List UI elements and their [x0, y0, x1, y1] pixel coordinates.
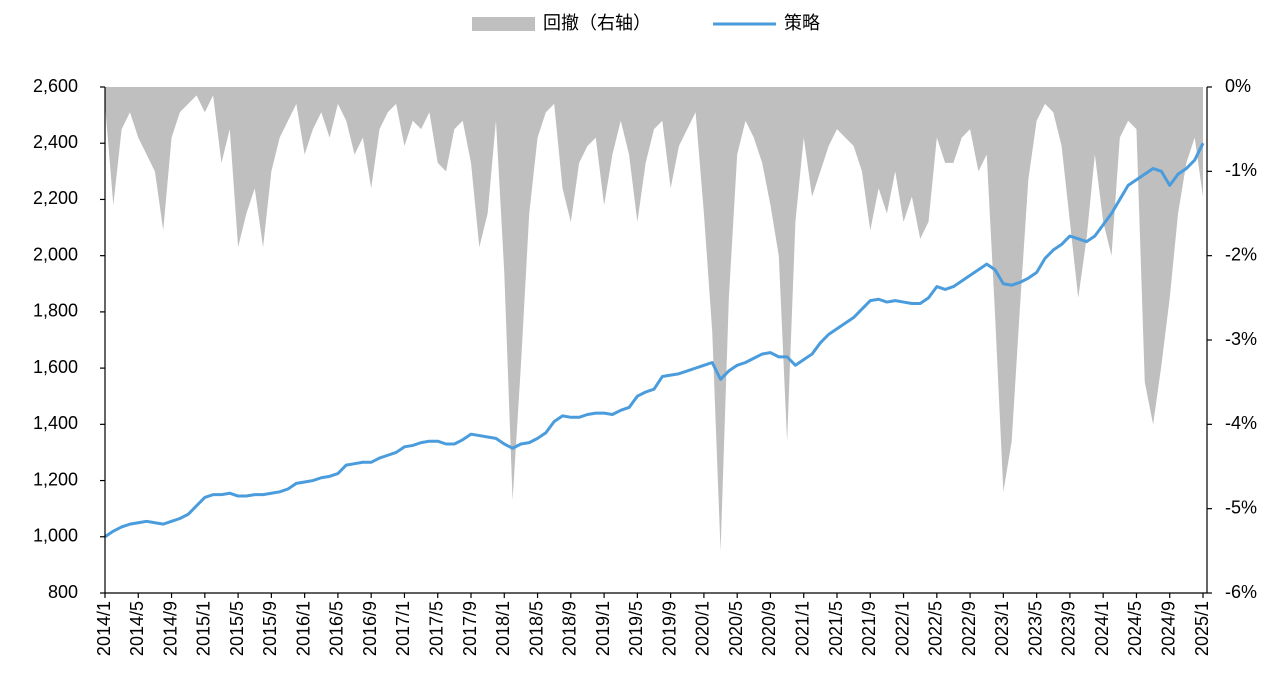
x-tick-label: 2021/9: [859, 601, 879, 656]
x-tick-label: 2022/9: [959, 601, 979, 656]
x-tick-label: 2019/5: [626, 601, 646, 656]
x-tick-label: 2017/1: [393, 601, 413, 656]
y-tick-label: 1,000: [33, 526, 78, 546]
x-tick-label: 2023/1: [992, 601, 1012, 656]
y2-tick-label: -3%: [1225, 329, 1257, 349]
x-tick-label: 2018/5: [526, 601, 546, 656]
x-tick-label: 2022/5: [926, 601, 946, 656]
x-tick-label: 2014/9: [160, 601, 180, 656]
y2-tick-label: -4%: [1225, 413, 1257, 433]
strategy-line: [104, 142, 1205, 539]
y-tick-label: 1,200: [33, 469, 78, 489]
x-tick-label: 2023/5: [1025, 601, 1045, 656]
x-tick-label: 2016/5: [327, 601, 347, 656]
x-tick-label: 2020/5: [726, 601, 746, 656]
x-tick-label: 2014/1: [94, 601, 114, 656]
x-tick-label: 2016/9: [360, 601, 380, 656]
x-tick-label: 2020/1: [693, 601, 713, 656]
x-tick-label: 2017/5: [426, 601, 446, 656]
legend-label: 策略: [784, 13, 820, 33]
x-tick-label: 2018/1: [493, 601, 513, 656]
x-tick-label: 2020/9: [759, 601, 779, 656]
y2-tick-label: -6%: [1225, 582, 1257, 602]
y-tick-label: 1,600: [33, 357, 78, 377]
x-tick-label: 2024/1: [1092, 601, 1112, 656]
y-tick-label: 1,800: [33, 301, 78, 321]
y2-tick-label: -2%: [1225, 244, 1257, 264]
y2-tick-label: -5%: [1225, 497, 1257, 517]
y-tick-label: 800: [48, 582, 78, 602]
x-tick-label: 2019/9: [659, 601, 679, 656]
y-tick-label: 1,400: [33, 413, 78, 433]
x-tick-label: 2015/5: [227, 601, 247, 656]
x-tick-label: 2021/5: [826, 601, 846, 656]
x-tick-label: 2016/1: [293, 601, 313, 656]
drawdown-area: [105, 87, 1203, 551]
x-tick-label: 2019/1: [593, 601, 613, 656]
y-tick-label: 2,400: [33, 132, 78, 152]
y-tick-label: 2,600: [33, 76, 78, 96]
x-tick-label: 2018/9: [560, 601, 580, 656]
x-tick-label: 2015/9: [260, 601, 280, 656]
x-tick-label: 2021/1: [792, 601, 812, 656]
x-tick-label: 2023/9: [1059, 601, 1079, 656]
legend-swatch: [472, 17, 535, 31]
y-tick-label: 2,200: [33, 188, 78, 208]
y2-tick-label: -1%: [1225, 160, 1257, 180]
x-tick-label: 2017/9: [460, 601, 480, 656]
x-tick-label: 2024/5: [1125, 601, 1145, 656]
legend-label: 回撤（右轴）: [543, 13, 651, 33]
x-tick-label: 2022/1: [892, 601, 912, 656]
x-tick-label: 2025/1: [1192, 601, 1212, 656]
y-tick-label: 2,000: [33, 244, 78, 264]
x-tick-label: 2014/5: [127, 601, 147, 656]
y2-tick-label: 0%: [1225, 76, 1251, 96]
x-tick-label: 2024/9: [1158, 601, 1178, 656]
x-tick-label: 2015/1: [194, 601, 214, 656]
